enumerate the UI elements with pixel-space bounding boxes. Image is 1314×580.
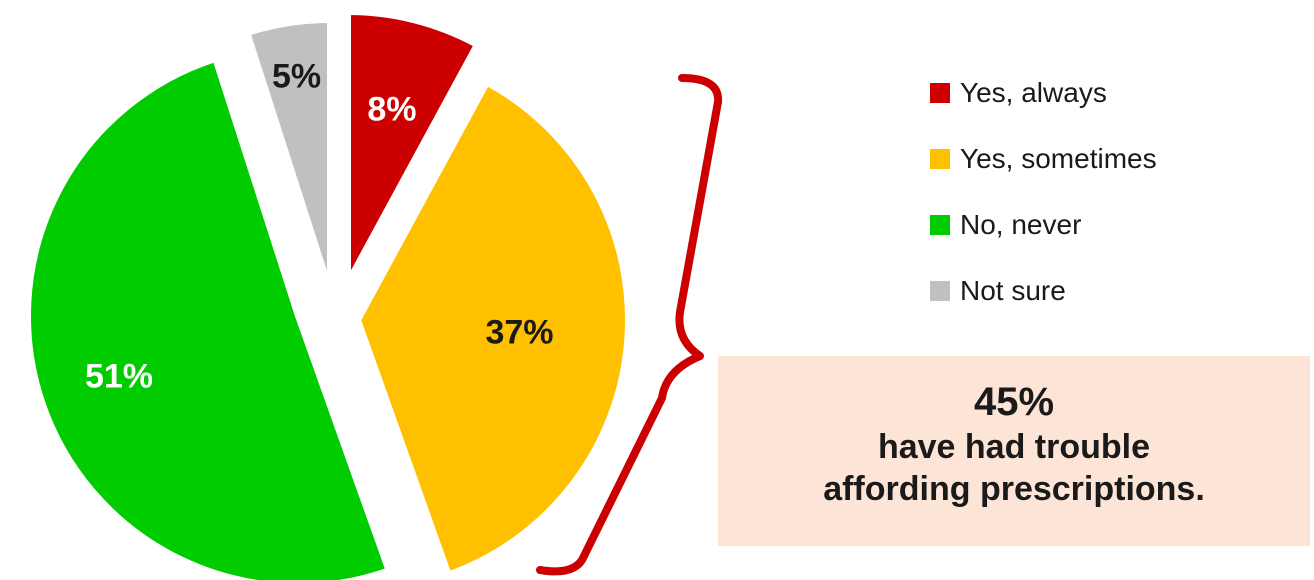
legend-item-no-never: No, never: [930, 192, 1157, 258]
callout-box: 45% have had trouble affording prescript…: [718, 356, 1310, 546]
legend-swatch-no-never: [930, 215, 950, 235]
slice-not-sure: [243, 16, 333, 291]
legend: Yes, always Yes, sometimes No, never Not…: [930, 60, 1157, 324]
callout-value: 45%: [973, 380, 1055, 424]
callout-line-1: have had trouble: [877, 428, 1151, 466]
legend-item-yes-sometimes: Yes, sometimes: [930, 126, 1157, 192]
slice-not-sure-label: 5%: [272, 58, 321, 96]
legend-swatch-not-sure: [930, 281, 950, 301]
callout-line-2: affording prescriptions.: [823, 470, 1205, 508]
slice-no-never-label: 51%: [85, 358, 153, 396]
slice-yes-always-label: 8%: [367, 90, 416, 128]
legend-label: Not sure: [960, 275, 1066, 306]
slice-yes-always: [345, 8, 481, 284]
legend-label: No, never: [960, 209, 1082, 240]
pie-slices: [24, 8, 631, 580]
slice-yes-sometimes: [354, 78, 631, 579]
legend-swatch-yes-always: [930, 83, 950, 103]
legend-label: Yes, sometimes: [960, 143, 1157, 174]
bracket-marker: [536, 74, 723, 576]
legend-label: Yes, always: [960, 77, 1107, 108]
legend-swatch-yes-sometimes: [930, 149, 950, 169]
legend-item-yes-always: Yes, always: [930, 60, 1157, 126]
slice-yes-sometimes-label: 37%: [485, 314, 553, 352]
legend-item-not-sure: Not sure: [930, 258, 1157, 324]
pie-value-labels: 8% 37% 51% 5%: [85, 58, 554, 396]
slice-no-never: [24, 55, 393, 580]
